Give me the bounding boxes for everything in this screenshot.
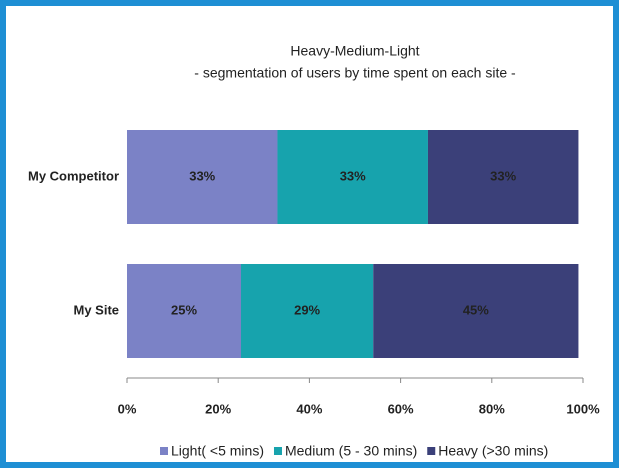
legend-label: Medium (5 - 30 mins)	[285, 443, 417, 459]
legend-label: Heavy (>30 mins)	[438, 443, 548, 459]
legend-swatch	[273, 447, 282, 455]
y-tick-label: My Site	[73, 302, 119, 317]
bar-segment	[127, 130, 278, 224]
bar-segment	[373, 264, 579, 358]
y-tick-label: My Competitor	[28, 168, 119, 183]
data-label: 33%	[340, 168, 366, 183]
chart-subtitle: - segmentation of users by time spent on…	[194, 65, 516, 81]
x-tick-label: 20%	[205, 401, 231, 416]
bar-segment	[241, 264, 374, 358]
data-label: 33%	[490, 168, 516, 183]
x-tick-label: 100%	[566, 401, 600, 416]
bar-segment	[127, 264, 241, 358]
chart-title: Heavy-Medium-Light	[290, 43, 419, 59]
x-tick-label: 40%	[296, 401, 322, 416]
legend-swatch	[427, 447, 436, 455]
x-tick-label: 60%	[388, 401, 414, 416]
bar-segment	[277, 130, 428, 224]
x-tick-label: 0%	[118, 401, 137, 416]
legend-swatch	[160, 447, 168, 455]
data-label: 45%	[463, 302, 489, 317]
data-label: 25%	[171, 302, 197, 317]
data-label: 29%	[294, 302, 320, 317]
x-tick-label: 80%	[479, 401, 505, 416]
bar-segment	[427, 130, 579, 224]
legend-label: Light( <5 mins)	[171, 443, 264, 459]
data-label: 33%	[189, 168, 215, 183]
